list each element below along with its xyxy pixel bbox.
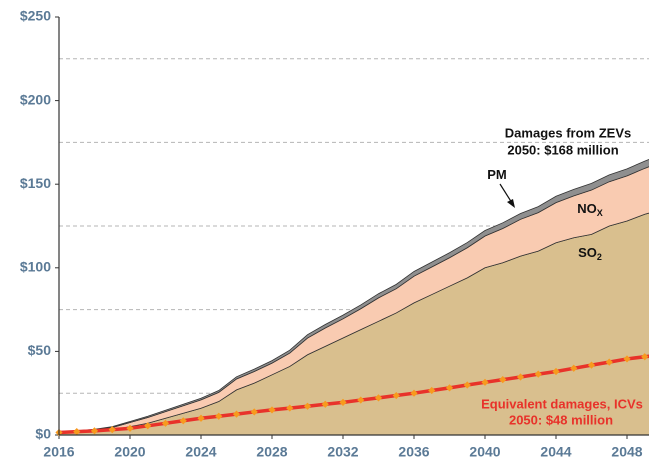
marker: [232, 410, 241, 418]
marker: [374, 394, 383, 402]
x-tick-label: 2016: [43, 444, 74, 460]
series-subscript: 2: [597, 252, 602, 262]
y-tick-label: $0: [35, 426, 51, 442]
x-tick-label: 2040: [469, 444, 500, 460]
x-tick-label: 2036: [398, 444, 429, 460]
marker: [126, 424, 134, 432]
y-tick-label: $250: [20, 8, 51, 24]
icv-annotation: Equivalent damages, ICVs: [481, 396, 643, 411]
marker: [516, 373, 525, 381]
series-label: SO2: [578, 245, 602, 262]
marker: [605, 358, 613, 366]
marker: [73, 428, 81, 436]
marker: [303, 402, 312, 410]
marker: [463, 381, 471, 389]
marker: [641, 353, 649, 361]
marker: [357, 396, 365, 404]
marker: [250, 408, 258, 416]
marker: [392, 391, 400, 400]
marker: [197, 414, 205, 422]
marker: [499, 376, 507, 384]
zev-total-annotation: 2050: $168 million: [507, 142, 618, 157]
marker: [268, 406, 276, 414]
y-tick-label: $50: [28, 342, 52, 358]
zev-annotation: Damages from ZEVs: [505, 125, 631, 140]
x-tick-label: 2044: [540, 444, 571, 460]
marker: [286, 404, 294, 412]
marker: [144, 422, 152, 430]
series-label: PM: [487, 167, 507, 182]
y-tick-label: $150: [20, 175, 51, 191]
marker: [339, 398, 347, 406]
icv-total-annotation: 2050: $48 million: [509, 412, 613, 427]
x-tick-label: 2032: [327, 444, 358, 460]
marker: [570, 364, 578, 372]
area: [58, 159, 649, 433]
pm-arrow: [499, 183, 513, 204]
marker: [428, 386, 436, 395]
marker: [108, 426, 116, 434]
plot: [55, 16, 649, 439]
marker: [534, 370, 542, 378]
series-name: PM: [487, 167, 507, 182]
marker: [552, 367, 560, 376]
series-label: NOX: [577, 201, 603, 218]
series-name: NO: [577, 201, 597, 216]
x-tick-label: 2028: [256, 444, 287, 460]
marker: [481, 378, 489, 386]
marker: [587, 361, 596, 369]
marker: [321, 400, 329, 408]
marker: [410, 389, 418, 397]
x-tick-label: 2020: [114, 444, 145, 460]
series-name: SO: [578, 245, 597, 260]
marker: [623, 355, 631, 363]
series-subscript: X: [597, 208, 603, 218]
marker: [161, 419, 170, 427]
marker: [179, 417, 187, 425]
x-tick-label: 2048: [611, 444, 642, 460]
y-tick-label: $100: [20, 259, 51, 275]
pm-arrowhead: [507, 199, 515, 208]
y-tick-label: $200: [20, 91, 51, 107]
marker: [90, 427, 99, 435]
x-tick-label: 2024: [185, 444, 216, 460]
marker: [215, 412, 223, 420]
marker: [445, 384, 454, 392]
